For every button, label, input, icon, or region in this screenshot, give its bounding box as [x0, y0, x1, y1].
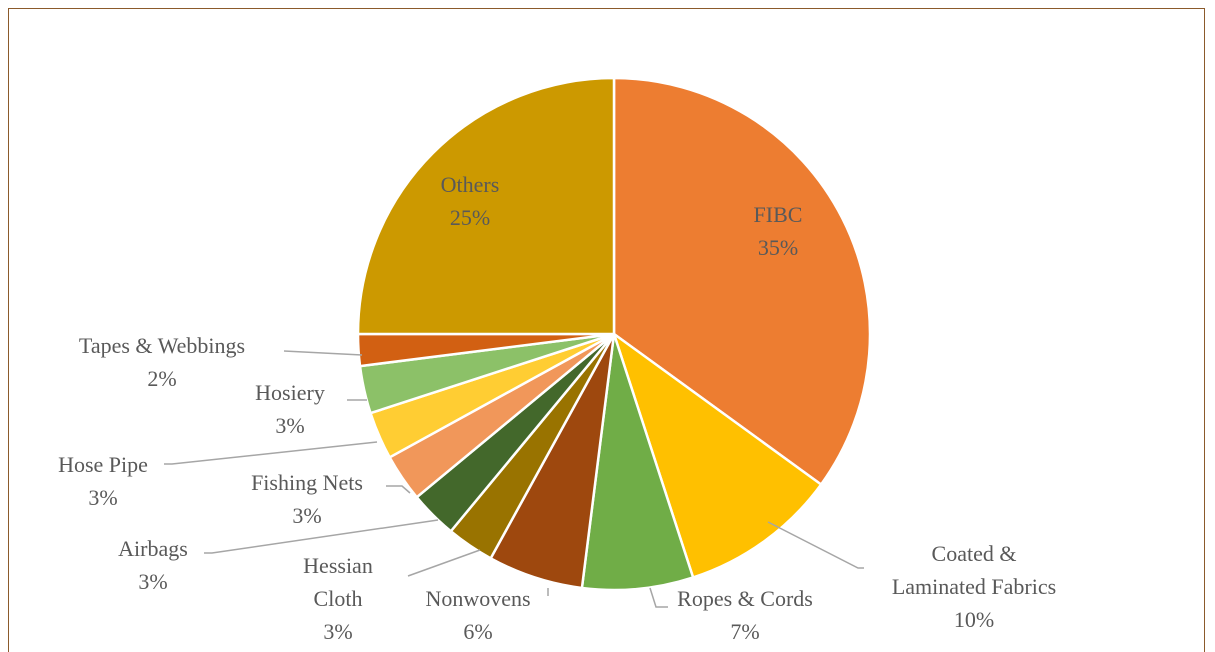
value-label: 3%	[275, 413, 305, 438]
category-label: Nonwovens	[425, 586, 531, 611]
leader-line	[407, 549, 481, 577]
pie-slice	[356, 76, 616, 336]
value-label: 3%	[138, 569, 168, 594]
leader-lines	[164, 350, 864, 608]
leader-line	[767, 521, 864, 569]
category-label: Hose Pipe	[58, 452, 148, 477]
pie-slice	[612, 76, 872, 487]
value-label: 3%	[88, 485, 118, 510]
data-label: Ropes & Cords 7%	[677, 582, 813, 648]
data-label: Others 25%	[441, 168, 500, 234]
value-label: 3%	[323, 619, 353, 644]
value-label: 25%	[449, 205, 491, 230]
chart-frame	[8, 8, 1205, 652]
value-label: 35%	[757, 235, 799, 260]
data-label: Nonwovens 6%	[425, 582, 530, 648]
category-label: Airbags	[118, 536, 188, 561]
value-label: 3%	[292, 503, 322, 528]
category-label: Ropes & Cords	[677, 586, 813, 611]
data-label: FIBC 35%	[754, 198, 803, 264]
category-label: FIBC	[753, 202, 803, 227]
data-label: Hose Pipe 3%	[58, 448, 148, 514]
pie-slice	[611, 330, 823, 580]
leader-line	[283, 350, 363, 356]
category-label: Coated & Laminated Fabrics	[891, 541, 1057, 599]
leader-line	[204, 519, 439, 554]
data-label: Fishing Nets 3%	[251, 466, 363, 532]
category-label: Hosiery	[255, 380, 325, 405]
data-label: Hessian Cloth 3%	[303, 549, 373, 648]
value-label: 6%	[463, 619, 493, 644]
leader-line	[649, 587, 668, 608]
category-label: Tapes & Webbings	[78, 333, 246, 358]
data-label: Airbags 3%	[118, 532, 188, 598]
data-label: Hosiery 3%	[255, 376, 325, 442]
category-label: Others	[440, 172, 500, 197]
value-label: 2%	[147, 366, 177, 391]
data-label: Coated & Laminated Fabrics 10%	[892, 537, 1056, 636]
category-label: Fishing Nets	[251, 470, 363, 495]
value-label: 7%	[730, 619, 760, 644]
value-label: 10%	[953, 607, 995, 632]
pie-slice	[580, 333, 695, 592]
leader-line	[386, 485, 411, 494]
category-label: Hessian Cloth	[303, 553, 373, 611]
data-label: Tapes & Webbings 2%	[79, 329, 245, 395]
leader-line	[164, 441, 378, 465]
